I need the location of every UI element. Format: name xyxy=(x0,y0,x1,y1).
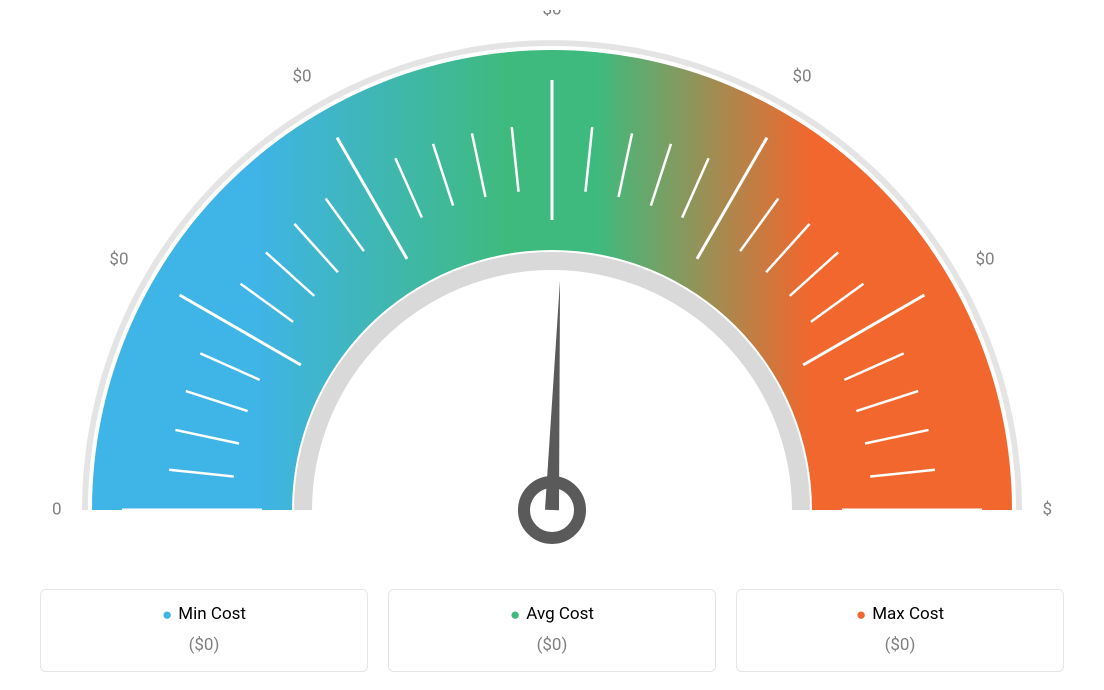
legend-row: ● Min Cost ($0) ● Avg Cost ($0) ● Max Cost … xyxy=(40,589,1064,672)
tick-label: $0 xyxy=(542,10,561,19)
gauge-chart-container: $0 $0 $0 $0 $0 $0 $0 ● Min Cost ($0) ● Avg Cost … xyxy=(0,0,1104,690)
legend-card-avg: ● Avg Cost ($0) xyxy=(388,589,716,672)
legend-text-max: Max Cost xyxy=(872,604,944,624)
tick-label: $0 xyxy=(1042,499,1052,519)
legend-value-avg: ($0) xyxy=(389,635,715,655)
legend-card-min: ● Min Cost ($0) xyxy=(40,589,368,672)
tick-label: $0 xyxy=(52,499,62,519)
legend-dot-avg: ● xyxy=(510,605,520,625)
gauge-wrap: $0 $0 $0 $0 $0 $0 $0 xyxy=(52,10,1052,570)
legend-value-max: ($0) xyxy=(737,635,1063,655)
legend-dot-max: ● xyxy=(856,605,866,625)
legend-label-max: ● Max Cost xyxy=(737,604,1063,625)
tick-label: $0 xyxy=(292,66,311,86)
legend-label-avg: ● Avg Cost xyxy=(389,604,715,625)
legend-text-min: Min Cost xyxy=(178,604,246,624)
tick-label: $0 xyxy=(109,249,128,269)
legend-label-min: ● Min Cost xyxy=(41,604,367,625)
legend-value-min: ($0) xyxy=(41,635,367,655)
legend-dot-min: ● xyxy=(162,605,172,625)
tick-label: $0 xyxy=(975,249,994,269)
gauge-svg: $0 $0 $0 $0 $0 $0 $0 xyxy=(52,10,1052,570)
legend-text-avg: Avg Cost xyxy=(526,604,594,624)
tick-label: $0 xyxy=(792,66,811,86)
gauge-needle xyxy=(545,280,560,510)
legend-card-max: ● Max Cost ($0) xyxy=(736,589,1064,672)
